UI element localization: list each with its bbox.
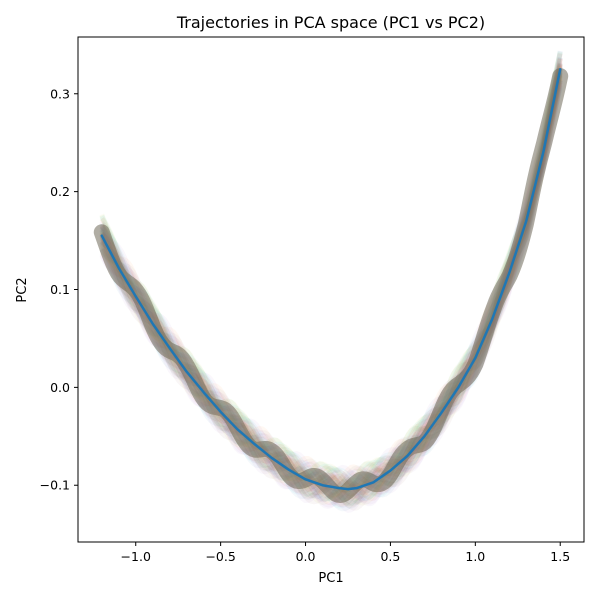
y-tick-label: 0.2 bbox=[50, 184, 70, 199]
x-tick-label: 0.0 bbox=[296, 549, 316, 564]
y-tick-label: 0.0 bbox=[50, 380, 70, 395]
plot-area bbox=[77, 36, 585, 543]
x-axis: −1.0 −0.5 0.0 0.5 1.0 1.5 bbox=[121, 542, 570, 564]
chart-title: Trajectories in PCA space (PC1 vs PC2) bbox=[176, 13, 485, 32]
x-tick-label: 1.5 bbox=[550, 549, 570, 564]
y-tick-label: −0.1 bbox=[40, 478, 70, 493]
y-axis: −0.1 0.0 0.1 0.2 0.3 bbox=[40, 86, 78, 493]
x-tick-label: −0.5 bbox=[205, 549, 235, 564]
series-layer bbox=[100, 68, 562, 491]
y-tick-label: 0.3 bbox=[50, 86, 70, 101]
x-tick-label: −1.0 bbox=[121, 549, 151, 564]
y-tick-label: 0.1 bbox=[50, 282, 70, 297]
x-tick-label: 1.0 bbox=[465, 549, 485, 564]
x-axis-label: PC1 bbox=[318, 571, 343, 586]
y-axis-label: PC2 bbox=[15, 277, 30, 302]
x-tick-label: 0.5 bbox=[380, 549, 400, 564]
series-line bbox=[100, 68, 562, 491]
